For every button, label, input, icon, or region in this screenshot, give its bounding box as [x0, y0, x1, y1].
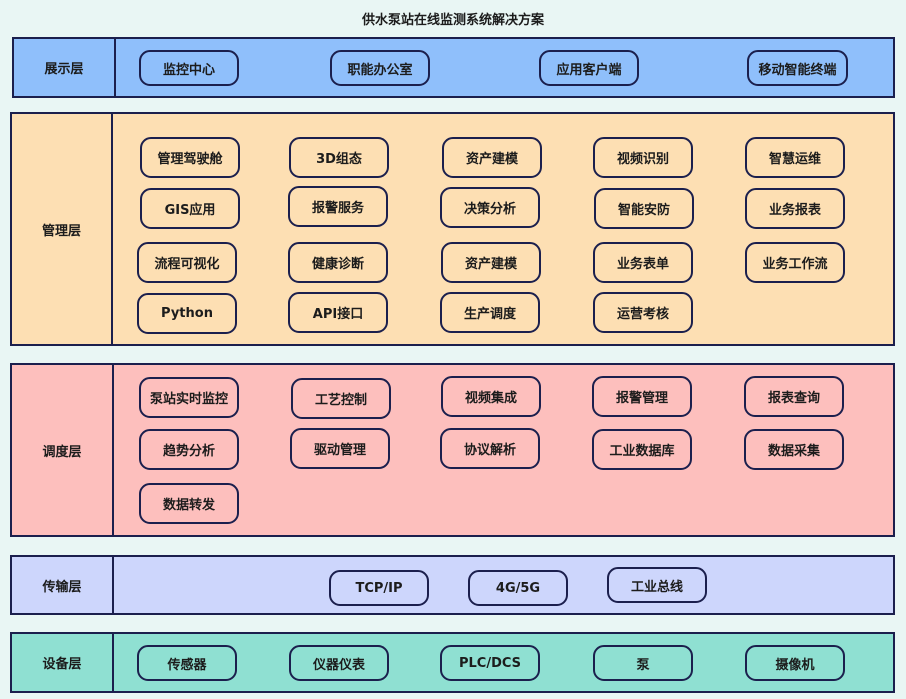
- layer-label: 设备层: [12, 634, 114, 691]
- module-node[interactable]: 泵: [593, 645, 693, 681]
- module-node[interactable]: 工艺控制: [291, 378, 391, 419]
- layer-label: 调度层: [12, 365, 114, 535]
- module-node[interactable]: 管理驾驶舱: [140, 137, 240, 178]
- module-node[interactable]: 驱动管理: [290, 428, 390, 469]
- module-node[interactable]: 数据转发: [139, 483, 239, 524]
- module-node[interactable]: TCP/IP: [329, 570, 429, 606]
- module-node[interactable]: PLC/DCS: [440, 645, 540, 681]
- module-node[interactable]: 协议解析: [440, 428, 540, 469]
- layer-label: 管理层: [12, 114, 113, 344]
- module-node[interactable]: 运营考核: [593, 292, 693, 333]
- module-node[interactable]: GIS应用: [140, 188, 240, 229]
- module-node[interactable]: 摄像机: [745, 645, 845, 681]
- module-node[interactable]: 智能安防: [594, 188, 694, 229]
- module-node[interactable]: 资产建模: [441, 242, 541, 283]
- module-node[interactable]: API接口: [288, 292, 388, 333]
- module-node[interactable]: 工业数据库: [592, 429, 692, 470]
- module-node[interactable]: 泵站实时监控: [139, 377, 239, 418]
- module-node[interactable]: 生产调度: [440, 292, 540, 333]
- module-node[interactable]: 监控中心: [139, 50, 239, 86]
- module-node[interactable]: 资产建模: [442, 137, 542, 178]
- layer-label: 传输层: [12, 557, 114, 613]
- module-node[interactable]: 业务报表: [745, 188, 845, 229]
- layer-transport: 传输层: [10, 555, 895, 615]
- module-node[interactable]: 决策分析: [440, 187, 540, 228]
- module-node[interactable]: 职能办公室: [330, 50, 430, 86]
- module-node[interactable]: 视频集成: [441, 376, 541, 417]
- module-node[interactable]: 报警服务: [288, 186, 388, 227]
- module-node[interactable]: 3D组态: [289, 137, 389, 178]
- layer-label: 展示层: [14, 39, 116, 96]
- module-node[interactable]: Python: [137, 293, 237, 334]
- module-node[interactable]: 移动智能终端: [747, 50, 848, 86]
- module-node[interactable]: 智慧运维: [745, 137, 845, 178]
- module-node[interactable]: 报警管理: [592, 376, 692, 417]
- module-node[interactable]: 视频识别: [593, 137, 693, 178]
- module-node[interactable]: 业务表单: [593, 242, 693, 283]
- module-node[interactable]: 应用客户端: [539, 50, 639, 86]
- module-node[interactable]: 健康诊断: [288, 242, 388, 283]
- module-node[interactable]: 流程可视化: [137, 242, 237, 283]
- module-node[interactable]: 4G/5G: [468, 570, 568, 606]
- module-node[interactable]: 报表查询: [744, 376, 844, 417]
- module-node[interactable]: 仪器仪表: [289, 645, 389, 681]
- diagram-title: 供水泵站在线监测系统解决方案: [361, 13, 544, 28]
- module-node[interactable]: 传感器: [137, 645, 237, 681]
- module-node[interactable]: 数据采集: [744, 429, 844, 470]
- module-node[interactable]: 趋势分析: [139, 429, 239, 470]
- module-node[interactable]: 业务工作流: [745, 242, 845, 283]
- module-node[interactable]: 工业总线: [607, 567, 707, 603]
